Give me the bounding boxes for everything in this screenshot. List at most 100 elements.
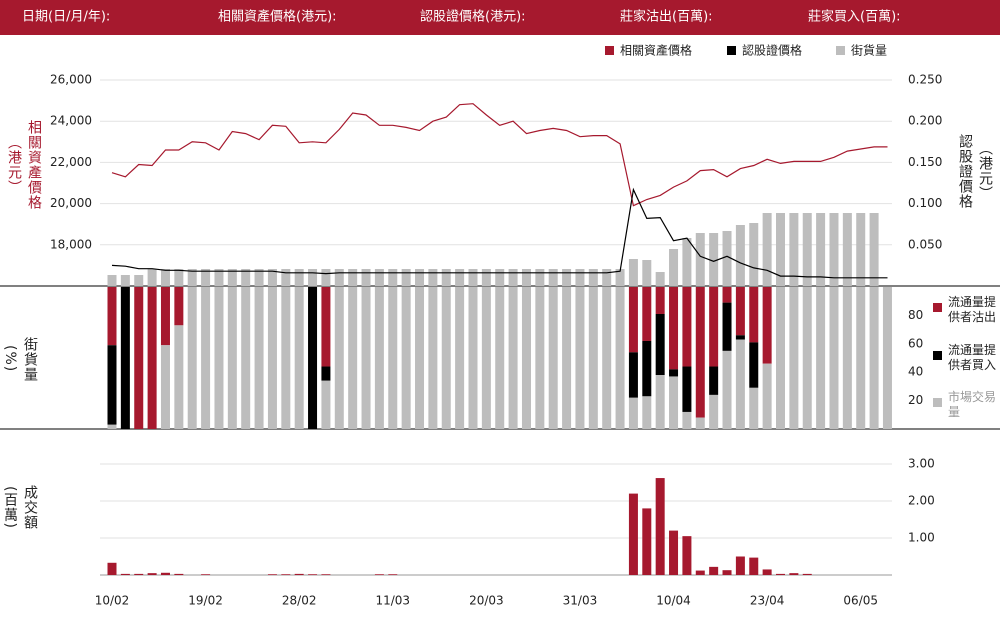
y-tick-label: 22,000 <box>50 155 92 169</box>
share-bar <box>321 366 331 381</box>
x-tick-label: 20/03 <box>469 594 504 608</box>
y-tick-label: 40 <box>908 365 923 379</box>
outstanding-bar <box>455 269 465 286</box>
y-tick-label: 80 <box>908 308 923 322</box>
share-bar <box>495 287 505 429</box>
y-tick-label: 20,000 <box>50 196 92 210</box>
turnover-bar <box>388 574 398 575</box>
share-bar <box>201 287 211 429</box>
share-bar <box>856 287 866 429</box>
outstanding-bar <box>722 231 732 286</box>
share-bar <box>695 417 705 429</box>
outstanding-bar <box>120 275 130 286</box>
x-tick-label: 10/04 <box>656 594 691 608</box>
share-bar <box>682 411 692 429</box>
share-bar <box>254 287 264 429</box>
share-bar <box>575 287 585 429</box>
share-bar <box>749 342 759 388</box>
share-bar <box>628 352 638 398</box>
turnover-bar <box>709 566 719 575</box>
turnover-bar <box>147 573 157 575</box>
legend-swatch <box>836 46 845 55</box>
x-tick-label: 28/02 <box>282 594 317 608</box>
header-label: 莊家沽出(百萬): <box>620 9 713 25</box>
outstanding-bar <box>655 272 665 286</box>
y2-tick-label: 0.150 <box>908 155 942 169</box>
turnover-bar <box>776 573 785 575</box>
share-bar <box>107 424 117 429</box>
outstanding-bar <box>495 269 505 286</box>
share-bar <box>481 287 491 429</box>
legend-swatch <box>727 46 736 55</box>
y-axis-label: 街貨量(%) <box>2 336 38 382</box>
outstanding-bar <box>441 269 451 286</box>
turnover-bar <box>294 573 304 575</box>
share-bar <box>388 287 398 429</box>
share-bar <box>722 350 732 429</box>
legend-label: 相關資產價格 <box>620 43 692 58</box>
y-tick-label: 60 <box>908 336 923 350</box>
share-bar <box>308 287 318 429</box>
share-bar <box>160 287 170 346</box>
share-bar <box>281 287 291 429</box>
legend-label: 認股證價格 <box>742 43 802 58</box>
turnover-bar <box>174 573 184 575</box>
y-axis-label: 成交額(百萬) <box>2 484 38 530</box>
share-bar <box>294 287 304 429</box>
share-bar <box>722 302 732 351</box>
turnover-bar <box>134 573 144 575</box>
share-bar <box>869 287 879 429</box>
y2-tick-label: 0.050 <box>908 237 942 251</box>
share-bar <box>842 287 852 429</box>
share-bar <box>214 287 224 429</box>
share-bar <box>535 287 545 429</box>
outstanding-bar <box>321 269 331 286</box>
share-bar <box>334 287 344 429</box>
share-bar <box>521 287 531 429</box>
y2-tick-label: 0.250 <box>908 73 942 87</box>
turnover-bar <box>802 573 812 575</box>
x-tick-label: 23/04 <box>750 594 785 608</box>
outstanding-bar <box>869 213 879 286</box>
outstanding-bar <box>709 233 719 286</box>
y-tick-label: 20 <box>908 393 923 407</box>
share-bar <box>241 287 251 429</box>
outstanding-bar <box>695 233 705 286</box>
outstanding-bar <box>334 269 344 286</box>
outstanding-bar <box>575 269 585 286</box>
share-bar <box>655 287 665 314</box>
share-bar <box>789 287 799 429</box>
turnover-bar <box>281 574 291 575</box>
share-bar <box>628 287 638 353</box>
outstanding-bar <box>241 269 251 286</box>
share-bar <box>321 287 331 367</box>
outstanding-bar <box>134 275 144 286</box>
turnover-bar <box>267 574 277 575</box>
outstanding-bar <box>214 269 224 286</box>
outstanding-bar <box>615 269 625 286</box>
share-bar <box>709 287 719 367</box>
share-bar <box>735 287 745 336</box>
share-bar <box>455 287 465 429</box>
outstanding-bar <box>147 269 157 286</box>
x-tick-label: 11/03 <box>375 594 410 608</box>
y2-tick-label: 0.200 <box>908 114 942 128</box>
share-bar <box>722 287 732 303</box>
share-bar <box>776 287 785 429</box>
outstanding-bar <box>816 213 826 286</box>
turnover-bar <box>762 569 772 575</box>
share-bar <box>682 287 692 367</box>
outstanding-bar <box>107 275 117 286</box>
share-bar <box>120 287 130 429</box>
outstanding-bar <box>401 269 411 286</box>
legend-label: 街貨量 <box>851 43 887 58</box>
x-tick-label: 10/02 <box>95 594 130 608</box>
turnover-bar <box>107 562 117 575</box>
turnover-bar <box>642 508 652 575</box>
y2-tick-label: 0.100 <box>908 196 942 210</box>
header-bar <box>0 0 1000 35</box>
turnover-bar <box>669 530 679 575</box>
y-tick-label: 3.00 <box>908 457 935 471</box>
share-bar <box>508 287 518 429</box>
share-bar <box>762 287 772 364</box>
